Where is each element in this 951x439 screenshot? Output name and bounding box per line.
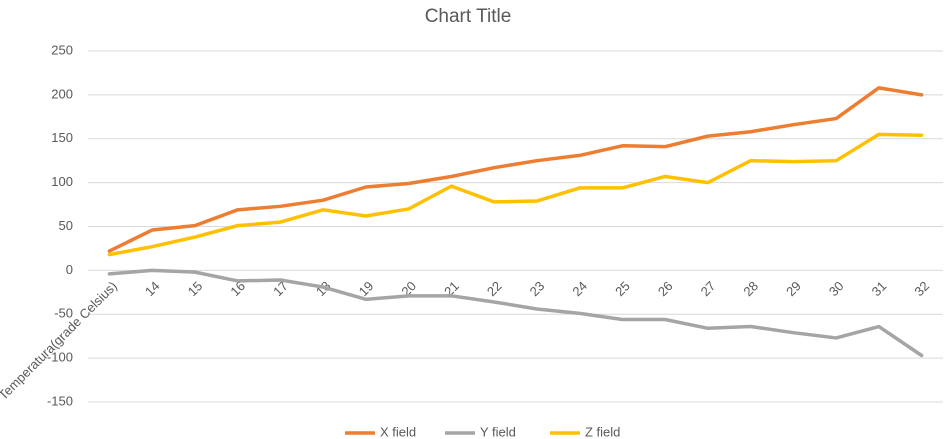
y-tick-label: 50 bbox=[59, 218, 73, 233]
x-tick-label: Temperatura(grade Celsius) bbox=[0, 278, 120, 403]
x-tick-label: 28 bbox=[740, 278, 761, 299]
x-tick-label: 27 bbox=[698, 278, 719, 299]
series-line bbox=[107, 132, 924, 257]
y-tick-label: -150 bbox=[47, 393, 73, 408]
y-tick-label: 200 bbox=[51, 86, 73, 101]
y-tick-label: 250 bbox=[51, 42, 73, 57]
y-tick-label: 150 bbox=[51, 130, 73, 145]
x-tick-label: 29 bbox=[783, 278, 804, 299]
y-tick-label: 100 bbox=[51, 174, 73, 189]
y-tick-label: -50 bbox=[54, 306, 73, 321]
y-tick-label: 0 bbox=[66, 262, 73, 277]
x-tick-label: 22 bbox=[484, 278, 505, 299]
series-line bbox=[107, 268, 924, 358]
y-tick-label: -100 bbox=[47, 350, 73, 365]
legend-label: Y field bbox=[480, 424, 516, 439]
legend-label: X field bbox=[380, 424, 416, 439]
x-tick-label: 26 bbox=[655, 278, 676, 299]
x-tick-label: 32 bbox=[911, 278, 932, 299]
series-line bbox=[107, 86, 924, 253]
x-tick-label: 31 bbox=[869, 278, 890, 299]
x-tick-label: 23 bbox=[527, 278, 548, 299]
x-tick-label: 25 bbox=[612, 278, 633, 299]
legend-label: Z field bbox=[585, 424, 620, 439]
x-tick-label: 15 bbox=[185, 278, 206, 299]
chart-title: Chart Title bbox=[425, 6, 512, 27]
x-tick-label: 30 bbox=[826, 278, 847, 299]
x-tick-label: 14 bbox=[142, 278, 163, 299]
x-tick-label: 24 bbox=[569, 278, 590, 299]
